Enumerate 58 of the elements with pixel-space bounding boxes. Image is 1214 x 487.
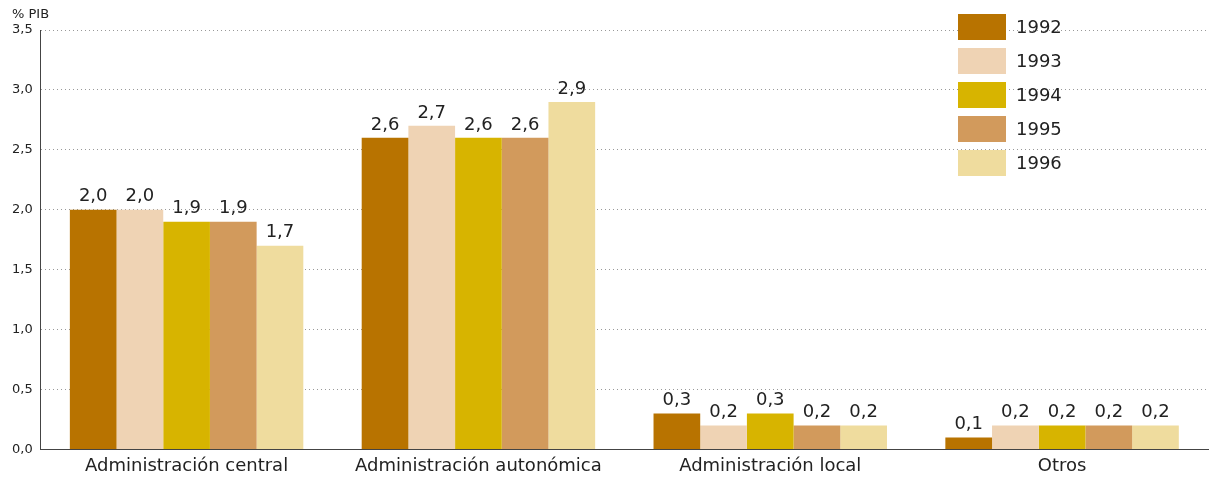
data-label: 0,3 [755,388,785,410]
data-label: 2,9 [557,76,587,98]
bar [501,137,549,449]
y-tick-label: 3,5 [11,21,33,37]
data-label: 0,2 [1141,400,1170,422]
bar [256,245,304,449]
bar [116,209,164,449]
data-label: 1,9 [218,196,248,218]
bar [945,437,993,449]
bar [992,425,1039,449]
y-axis-title: % PIB [12,5,50,21]
legend-label: 1993 [1016,49,1062,71]
legend-label: 1994 [1016,83,1062,105]
x-tick-label: Administración autonómica [355,453,602,475]
bar [840,425,887,449]
bar [1038,425,1086,449]
data-label: 0,2 [802,400,832,422]
bar [793,425,841,449]
y-tick-label: 0,5 [11,380,33,396]
bar [548,101,596,449]
y-tick-label: 3,0 [11,81,33,97]
bar [653,413,701,449]
data-label: 2,6 [370,112,400,134]
bar [163,221,210,449]
bar [1132,425,1179,449]
y-tick-label: 0,0 [11,440,33,456]
data-label: 0,2 [1001,400,1030,422]
data-label: 2,6 [464,112,493,134]
y-tick-label: 2,0 [11,201,33,217]
x-tick-label: Administración local [679,453,862,475]
data-label: 2,7 [417,100,447,122]
legend-label: 1995 [1016,117,1062,139]
data-label: 0,3 [662,388,692,410]
bar [746,413,794,449]
x-tick-label: Administración central [85,453,289,475]
data-label: 0,2 [1047,400,1077,422]
y-tick-label: 2,5 [11,141,33,157]
legend-label: 1992 [1016,15,1062,37]
bar [1085,425,1133,449]
x-tick-label: Otros [1037,453,1087,475]
data-label: 2,6 [510,112,540,134]
data-label: 2,0 [78,184,108,206]
y-tick-label: 1,0 [11,320,33,336]
data-label: 1,7 [265,220,295,242]
bar [455,137,502,449]
data-label: 2,0 [125,184,155,206]
data-label: 0,2 [1094,400,1124,422]
data-label: 0,2 [709,400,738,422]
bar [408,125,456,449]
bar [700,425,747,449]
bar [361,137,409,449]
data-label: 0,2 [849,400,878,422]
y-tick-label: 1,5 [11,261,33,277]
data-label: 0,1 [954,412,984,434]
data-label: 1,9 [172,196,201,218]
legend-label: 1996 [1016,151,1062,173]
bar [69,209,117,449]
bar [209,221,257,449]
